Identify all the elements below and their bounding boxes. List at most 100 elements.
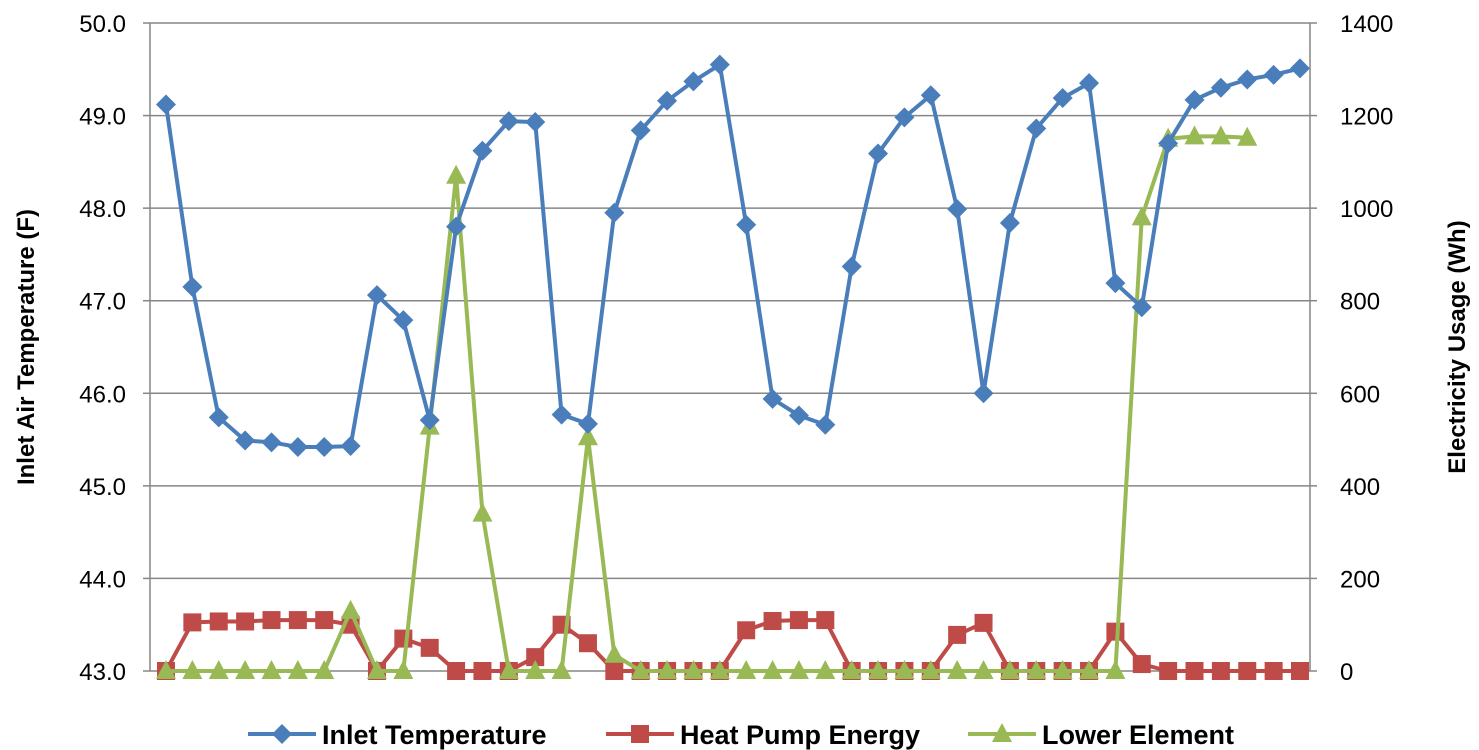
data-point [366,285,387,306]
left-tick-label: 48.0 [79,196,126,223]
left-tick-label: 44.0 [79,566,126,593]
data-point [525,660,546,679]
data-point [630,120,651,141]
data-point [868,143,889,164]
data-point [262,611,281,630]
left-axis-ticks: 43.0 44.0 45.0 46.0 47.0 48.0 49.0 50.0 [79,11,150,686]
data-point [419,410,440,431]
data-point [947,660,968,679]
legend-label: Inlet Temperature [322,720,547,750]
data-point [577,413,598,434]
data-point [973,383,994,404]
data-point [1158,133,1179,154]
right-tick-label: 400 [1340,474,1380,501]
data-point [1263,64,1284,85]
data-point [551,660,572,679]
data-point [235,430,256,451]
data-point [446,164,467,184]
data-point [841,256,862,277]
data-point [683,660,704,679]
right-tick-label: 1000 [1340,196,1393,223]
data-point [1105,660,1126,679]
data-point [1079,660,1100,679]
data-point [472,502,493,522]
data-point [948,625,967,644]
right-tick-label: 1200 [1340,104,1393,131]
legend-marker [272,724,292,744]
data-point [183,613,202,632]
data-point [1211,662,1230,680]
data-point [789,611,808,630]
left-tick-label: 46.0 [79,381,126,408]
data-point [287,660,308,679]
data-point [1184,125,1205,145]
data-point [1052,87,1073,108]
right-tick-label: 600 [1340,381,1380,408]
data-point [736,660,757,679]
legend-item: Inlet Temperature [248,720,547,750]
data-point [208,407,229,428]
data-point [1105,273,1126,294]
data-point [815,414,836,435]
data-point [261,432,282,453]
data-point [788,660,809,679]
right-axis-ticks: 0 200 400 600 800 1000 1200 1400 [1310,11,1393,686]
data-point [737,621,756,640]
data-point [1185,662,1204,680]
series-line [164,62,1301,449]
data-point [393,310,414,331]
data-point [209,612,228,631]
series-inlet-temperature [156,54,1310,457]
data-point [156,94,176,115]
legend-label: Lower Element [1042,720,1234,750]
data-point [974,613,993,632]
data-point [763,612,782,631]
data-point [1210,77,1231,98]
data-point [762,660,783,679]
data-point [816,611,835,630]
data-point [947,199,968,220]
right-axis-title: Electricity Usage (Wh) [1444,220,1471,473]
left-tick-label: 47.0 [79,289,126,316]
right-tick-label: 800 [1340,289,1380,316]
legend-item: Heat Pump Energy [606,720,920,750]
left-tick-label: 45.0 [79,474,126,501]
data-point [630,660,651,679]
data-point [394,629,413,648]
legend: Inlet Temperature Heat Pump Energy Lower E… [248,720,1234,750]
data-point [841,660,862,679]
data-point [788,405,809,426]
legend-item: Lower Element [968,720,1234,750]
data-point [894,107,915,128]
data-point [815,660,836,679]
data-point [526,648,545,667]
left-tick-label: 50.0 [79,11,126,38]
series-line [166,134,1248,673]
data-point [1237,126,1258,146]
data-point [1264,662,1283,680]
data-point [1026,660,1047,679]
data-point [683,71,704,92]
data-point [235,660,256,679]
data-point [604,643,625,663]
data-point [1026,118,1047,139]
data-point [472,140,493,161]
data-point [1291,662,1309,680]
data-point [578,634,597,653]
data-point [288,611,307,630]
right-tick-label: 1400 [1340,11,1393,38]
left-axis-title: Inlet Air Temperature (F) [13,209,40,485]
data-point [551,404,572,425]
data-point [315,611,334,630]
data-point [577,426,598,446]
data-point [894,660,915,679]
data-point [525,112,546,133]
data-point [709,660,730,679]
data-point [1052,660,1073,679]
data-point [1131,206,1152,226]
legend-label: Heat Pump Energy [680,720,920,750]
data-point [920,660,941,679]
data-point [605,662,624,680]
data-point [1210,125,1231,145]
